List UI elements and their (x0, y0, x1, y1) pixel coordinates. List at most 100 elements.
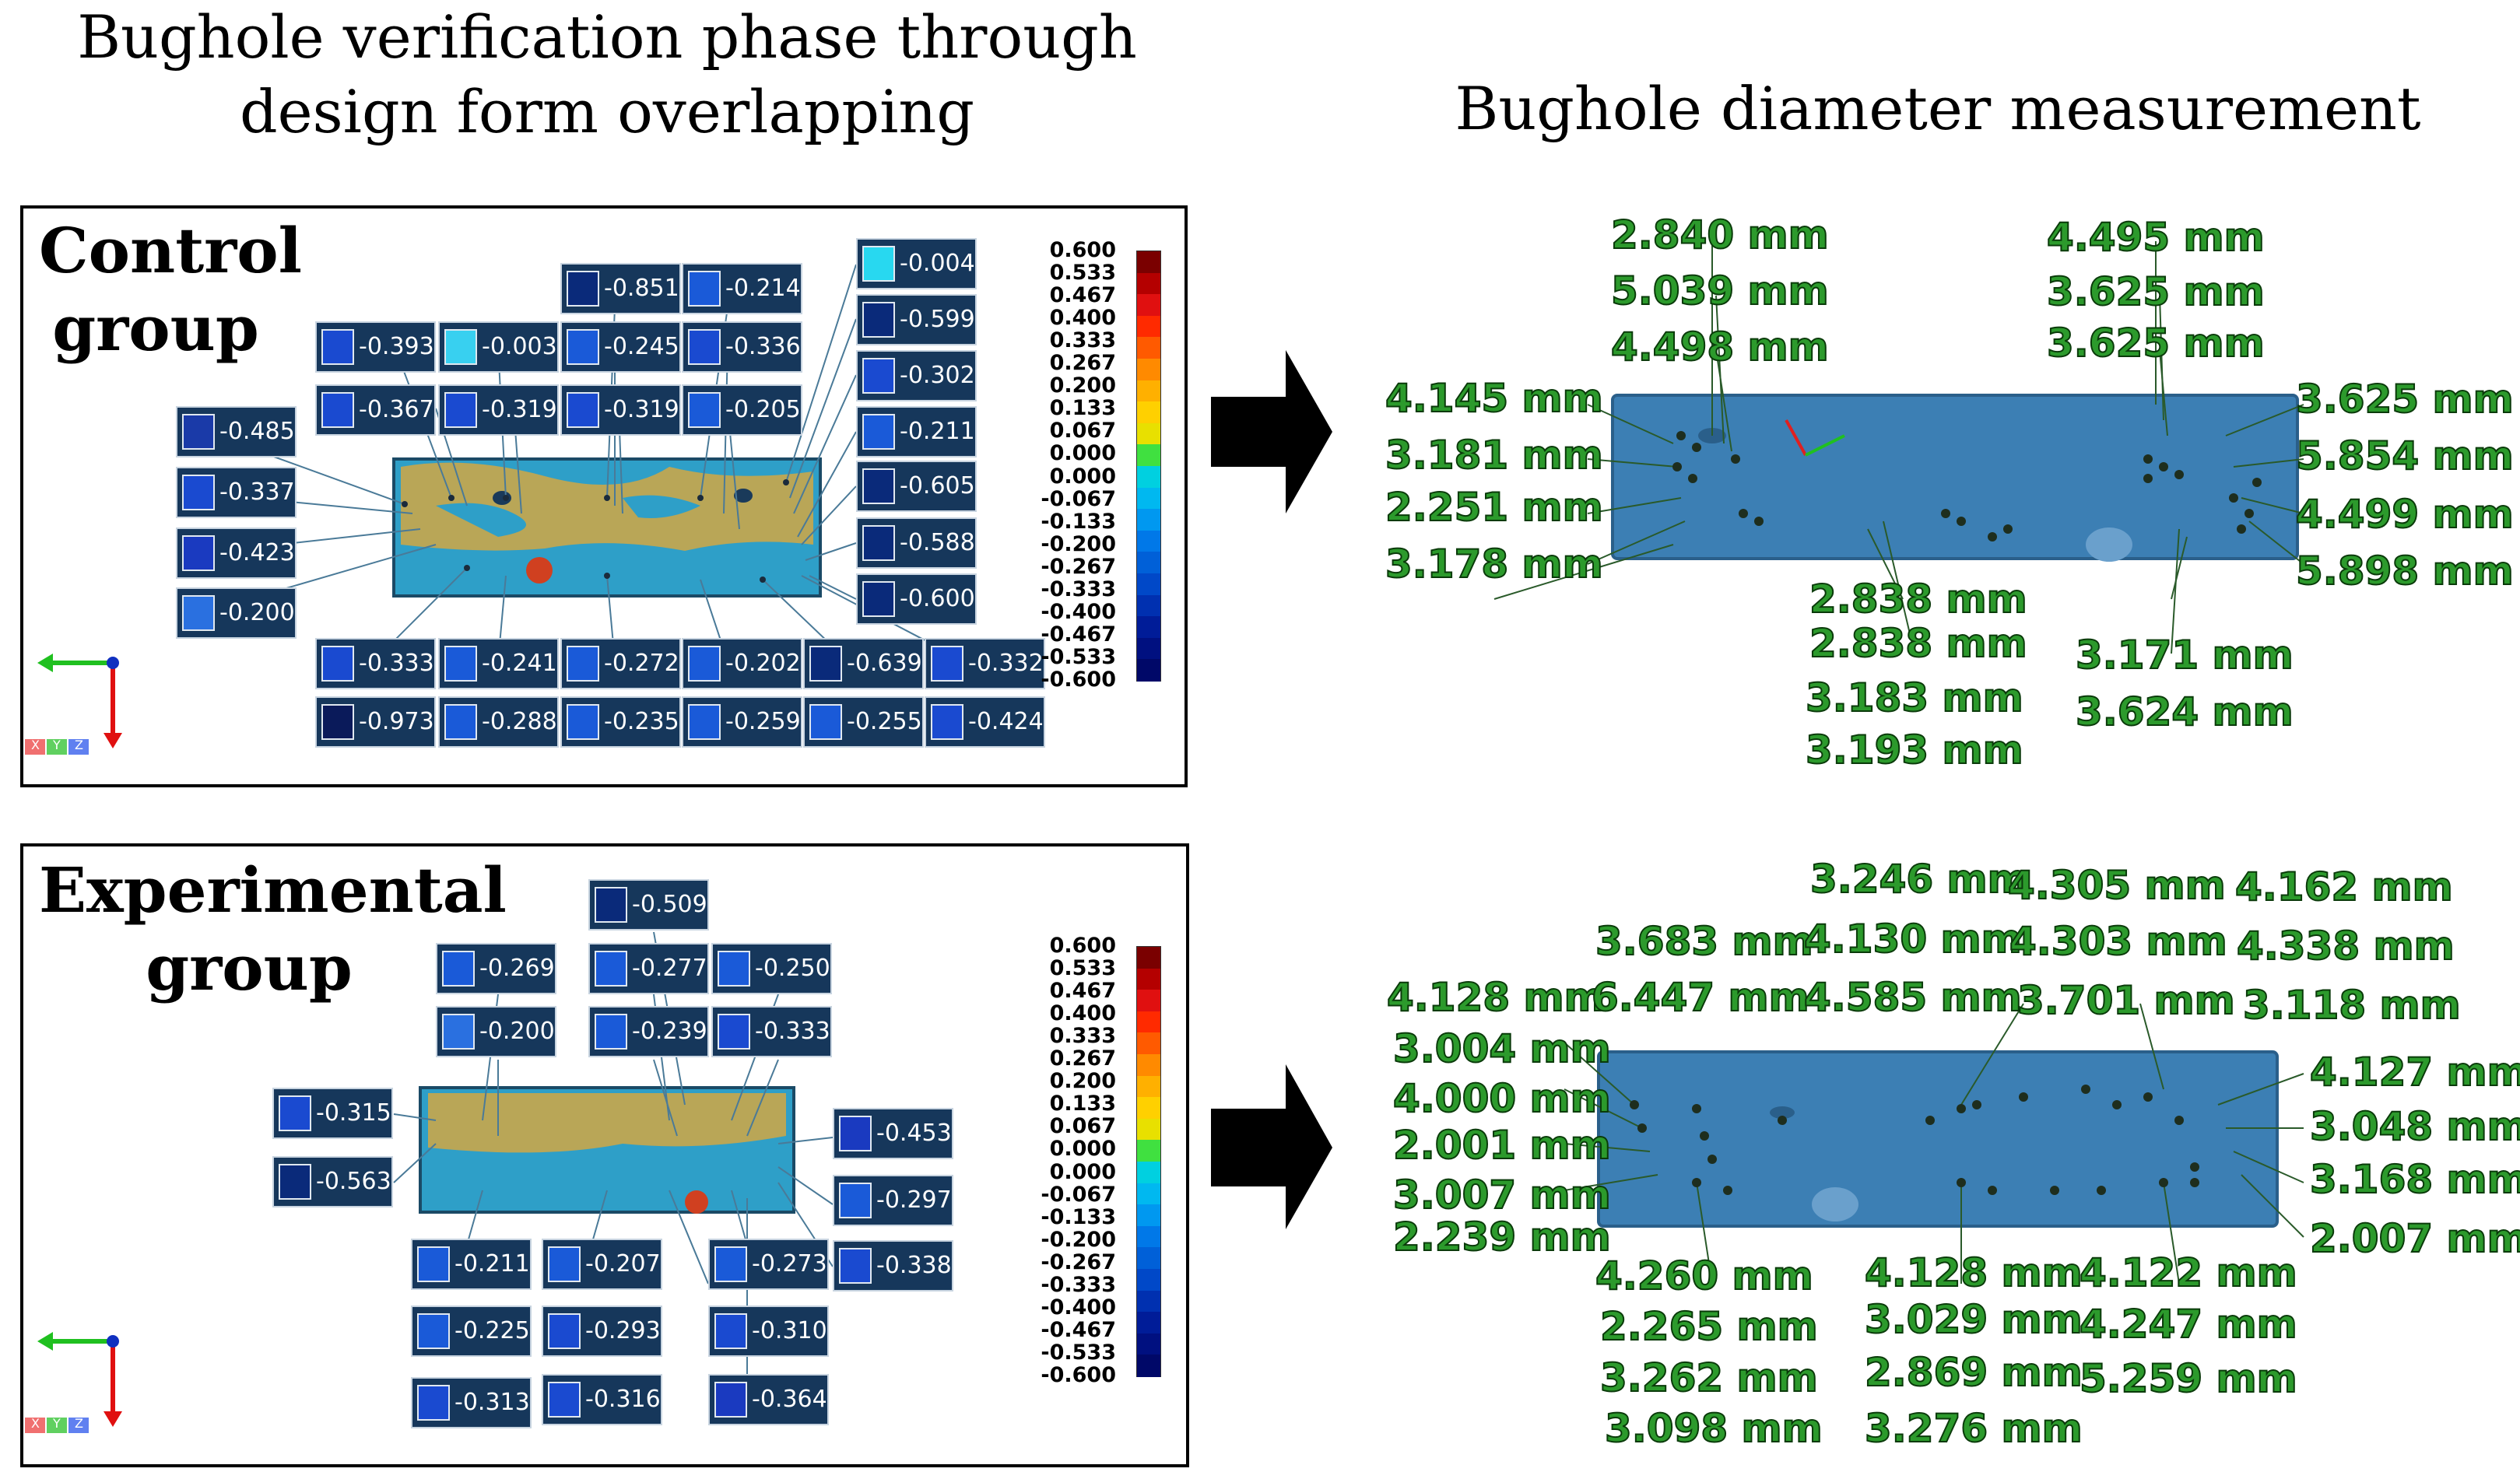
control-value-box: -0.205 (682, 384, 802, 436)
scale-color-segment (1137, 1097, 1160, 1120)
measurement-label: 3.625 mm (2046, 320, 2266, 366)
experimental-value-box: -0.316 (542, 1374, 662, 1425)
scale-tick-label: 0.400 (1049, 306, 1116, 331)
control-value-box: -0.605 (856, 461, 977, 512)
scale-color-segment (1137, 380, 1160, 403)
experimental-value-box: -0.293 (542, 1306, 662, 1357)
left-title: Bughole verification phase through desig… (23, 0, 1191, 149)
experimental-value-box: -0.338 (833, 1240, 953, 1291)
scale-color-segment (1137, 1011, 1160, 1034)
scale-tick-label: -0.400 (1041, 1295, 1116, 1320)
scale-tick-label: -0.267 (1041, 1249, 1116, 1274)
scale-color-segment (1137, 337, 1160, 359)
scale-tick-label: -0.333 (1041, 1272, 1116, 1297)
experimental-group-label: Experimental group (39, 851, 507, 1007)
scale-tick-label: -0.467 (1041, 1317, 1116, 1342)
measurement-label: 4.338 mm (2236, 923, 2455, 969)
scale-color-segment (1137, 487, 1160, 510)
measurement-label: 2.869 mm (1864, 1349, 2083, 1396)
scale-bar (1136, 946, 1161, 1377)
measurement-label: 4.303 mm (2009, 918, 2228, 965)
measurement-label: 3.168 mm (2309, 1156, 2520, 1203)
measurement-label: 5.854 mm (2295, 433, 2515, 479)
experimental-value-box: -0.364 (708, 1374, 829, 1425)
scale-color-segment (1137, 990, 1160, 1012)
control-value-box: -0.003 (438, 321, 559, 373)
experimental-value-box: -0.315 (272, 1088, 393, 1139)
scale-color-segment (1137, 1118, 1160, 1141)
measurement-label: 6.447 mm (1591, 974, 1810, 1021)
scale-color-segment (1137, 1333, 1160, 1356)
measurement-label: 4.498 mm (1610, 324, 1830, 370)
scale-tick-label: 0.467 (1049, 283, 1116, 308)
experimental-value-box: -0.250 (711, 943, 832, 994)
scale-color-segment (1137, 272, 1160, 296)
scale-tick-label: 0.333 (1049, 328, 1116, 353)
control-value-box: -0.255 (803, 696, 924, 748)
experimental-label-line2: group (146, 931, 353, 1004)
control-label-line2: group (52, 292, 259, 365)
scale-tick-label: -0.533 (1041, 644, 1116, 669)
scale-color-segment (1137, 1247, 1160, 1270)
scale-tick-label: 0.333 (1049, 1024, 1116, 1049)
experimental-value-box: -0.297 (833, 1175, 953, 1226)
control-color-scale: 0.600 0.533 0.467 0.400 0.333 0.267 0.200 0.133… (1041, 240, 1167, 690)
scale-tick-label: 0.533 (1049, 261, 1116, 286)
scale-tick-label: -0.200 (1041, 1227, 1116, 1252)
scale-tick-label: 0.133 (1049, 396, 1116, 421)
control-value-box: -0.337 (176, 467, 297, 518)
measurement-label: 4.247 mm (2079, 1301, 2298, 1348)
scale-color-segment (1137, 1355, 1160, 1377)
scale-tick-label: -0.133 (1041, 1204, 1116, 1229)
scale-color-segment (1137, 1290, 1160, 1313)
control-value-box: -0.600 (856, 573, 977, 625)
scale-color-segment (1137, 315, 1160, 338)
measurement-label: 4.499 mm (2295, 491, 2515, 538)
experimental-value-box: -0.207 (542, 1239, 662, 1290)
control-value-box: -0.851 (560, 263, 681, 314)
measurement-label: 2.838 mm (1809, 620, 2028, 667)
measurement-label: 3.048 mm (2309, 1103, 2520, 1150)
experimental-value-box: -0.269 (436, 943, 556, 994)
scale-tick-label: 0.067 (1049, 419, 1116, 443)
scale-color-segment (1137, 637, 1160, 661)
scale-tick-label: 0.533 (1049, 956, 1116, 981)
measurement-label: 3.171 mm (2075, 632, 2294, 678)
measurement-label: 5.259 mm (2079, 1355, 2298, 1402)
control-value-box: -0.423 (176, 527, 297, 579)
measurement-label: 4.260 mm (1595, 1253, 1814, 1299)
measurement-label: 2.840 mm (1610, 212, 1830, 258)
scale-tick-label: -0.533 (1041, 1340, 1116, 1365)
scale-color-segment (1137, 509, 1160, 531)
measurement-label: 3.007 mm (1392, 1172, 1612, 1218)
control-value-box: -0.202 (682, 638, 802, 689)
experimental-value-box: -0.333 (711, 1006, 832, 1057)
control-value-box: -0.639 (803, 638, 924, 689)
scale-color-segment (1137, 616, 1160, 639)
control-value-box: -0.302 (856, 350, 977, 401)
experimental-value-box: -0.313 (411, 1377, 532, 1428)
measurement-label: 3.193 mm (1805, 727, 2024, 773)
scale-color-segment (1137, 1162, 1160, 1184)
scale-color-segment (1137, 573, 1160, 596)
measurement-label: 3.004 mm (1392, 1025, 1612, 1072)
control-label-line1: Control (39, 214, 303, 287)
measurement-label: 4.130 mm (1803, 916, 2023, 962)
experimental-value-box: -0.200 (436, 1006, 556, 1057)
scale-color-segment (1137, 594, 1160, 618)
right-title: Bughole diameter measurement (1455, 74, 2421, 143)
measurement-label: 4.127 mm (2309, 1049, 2520, 1095)
control-value-box: -0.245 (560, 321, 681, 373)
measurement-label: 4.305 mm (2007, 862, 2227, 909)
measurement-label: 3.625 mm (2295, 376, 2515, 422)
experimental-value-box: -0.273 (708, 1239, 829, 1290)
experimental-value-box: -0.453 (833, 1108, 953, 1159)
control-value-box: -0.004 (856, 238, 977, 289)
left-title-line1: Bughole verification phase through (77, 2, 1137, 72)
control-value-box: -0.485 (176, 406, 297, 457)
control-value-box: -0.333 (315, 638, 436, 689)
scale-color-segment (1137, 1054, 1160, 1077)
measurement-label: 3.262 mm (1599, 1355, 1819, 1401)
measurement-label: 3.246 mm (1809, 856, 2029, 902)
scale-tick-label: 0.600 (1049, 238, 1116, 262)
